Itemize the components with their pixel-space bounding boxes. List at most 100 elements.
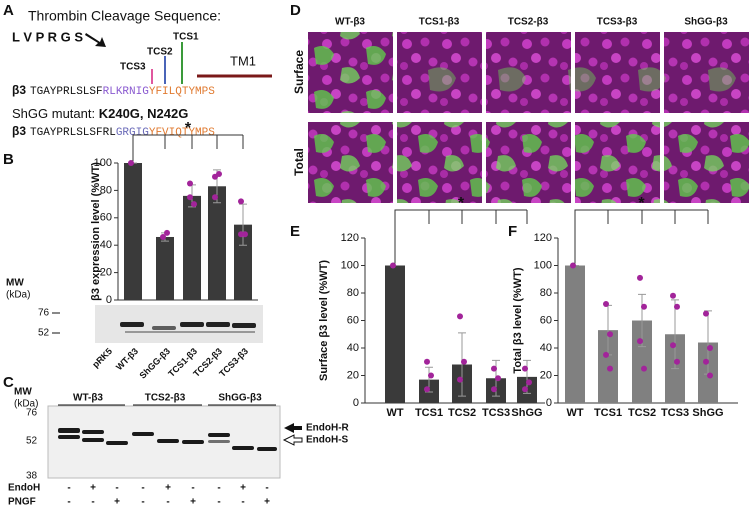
y-tick-label: 0 xyxy=(546,397,552,409)
x-tick-label: TCS3 xyxy=(482,407,510,419)
data-point xyxy=(641,303,647,310)
y-axis-label: Surface β3 level (%WT) xyxy=(318,260,330,381)
arrow-label: EndoH-S xyxy=(306,435,349,446)
error-bar xyxy=(458,332,466,397)
data-point xyxy=(212,194,218,201)
y-tick-label: 60 xyxy=(100,212,112,224)
sign: + xyxy=(264,497,270,508)
sign: - xyxy=(217,483,220,494)
site-label: TCS3 xyxy=(120,62,146,73)
x-tick-label: ShGG-β3 xyxy=(137,346,172,381)
data-point xyxy=(607,365,613,372)
y-tick-label: 100 xyxy=(534,259,552,271)
data-point xyxy=(637,338,643,345)
micrograph-signal xyxy=(486,122,571,203)
micrograph-signal xyxy=(575,32,660,113)
sign: - xyxy=(141,497,144,508)
sign: - xyxy=(141,483,144,494)
motif: L V P R G S xyxy=(12,29,83,44)
row-label: EndoH xyxy=(8,483,40,494)
y-tick-label: 120 xyxy=(341,232,359,244)
sign: + xyxy=(240,483,246,494)
panel-label: C xyxy=(3,374,14,391)
micrograph-signal xyxy=(664,32,749,113)
x-tick-label: ShGG xyxy=(511,407,542,419)
domain-label: TM1 xyxy=(230,53,256,68)
data-point xyxy=(603,301,609,307)
data-point xyxy=(707,372,713,379)
data-point xyxy=(570,262,576,269)
y-tick-label: 80 xyxy=(540,287,552,299)
y-tick-label: 20 xyxy=(100,267,112,279)
data-point xyxy=(424,386,430,393)
significance-bracket xyxy=(132,134,244,161)
mw-label: MW xyxy=(14,387,32,398)
data-point xyxy=(607,331,613,338)
data-point xyxy=(707,345,713,351)
x-tick-label: WT-β3 xyxy=(114,346,140,372)
data-point xyxy=(164,229,170,236)
micrograph-signal xyxy=(308,122,393,203)
y-tick-label: 40 xyxy=(100,239,112,251)
x-tick-label: WT xyxy=(386,407,403,419)
data-point xyxy=(424,358,430,365)
data-point xyxy=(238,231,244,238)
sign: - xyxy=(265,483,268,494)
sign: + xyxy=(114,497,120,508)
bar xyxy=(234,224,252,300)
bar xyxy=(565,265,585,403)
panel-label: D xyxy=(290,2,301,19)
mutant-title: ShGG mutant: K240G, N242G xyxy=(12,106,188,121)
data-point xyxy=(428,372,434,379)
data-point xyxy=(457,376,463,383)
data-point xyxy=(637,274,643,281)
bar xyxy=(124,163,142,300)
column-label: TCS1-β3 xyxy=(419,17,460,28)
sequence: TGAYPRLSLSFRLKRNIGYFILQTYMPS xyxy=(30,86,215,98)
arrow-label: EndoH-R xyxy=(306,423,350,434)
sign: - xyxy=(67,497,70,508)
a-title: Thrombin Cleavage Sequence: xyxy=(28,8,221,24)
mw-label: (kDa) xyxy=(6,290,30,301)
data-point xyxy=(603,351,609,358)
data-point xyxy=(674,358,680,365)
sign: - xyxy=(217,497,220,508)
x-tick-label: TCS1 xyxy=(594,407,622,419)
data-point xyxy=(670,292,676,299)
bands xyxy=(58,428,277,451)
data-point xyxy=(160,233,166,240)
column-label: WT-β3 xyxy=(335,17,365,28)
annotation: * xyxy=(185,120,192,137)
data-point xyxy=(641,365,647,372)
row-label: Surface xyxy=(292,50,306,94)
annotation: * xyxy=(458,195,465,212)
row-label: Total xyxy=(292,148,306,176)
data-point xyxy=(238,198,244,205)
sign: + xyxy=(90,483,96,494)
arrow xyxy=(85,33,106,47)
y-tick-label: 100 xyxy=(341,259,359,271)
data-point xyxy=(495,375,501,382)
x-tick-label: WT xyxy=(566,407,583,419)
data-point xyxy=(703,310,709,317)
x-tick-label: TCS3 xyxy=(661,407,689,419)
arrow xyxy=(282,434,303,446)
x-tick-label: ShGG xyxy=(692,407,723,419)
site-label: TCS2 xyxy=(147,47,173,58)
marker: 76 xyxy=(38,308,50,319)
data-point xyxy=(461,358,467,365)
marker: 52 xyxy=(26,436,38,447)
panel-label: F xyxy=(508,223,517,240)
bar xyxy=(183,195,201,300)
bands xyxy=(120,322,256,333)
data-point xyxy=(522,365,528,372)
sign: - xyxy=(115,483,118,494)
mw-label: (kDa) xyxy=(14,399,38,410)
row-label: PNGF xyxy=(8,497,36,508)
sign: - xyxy=(191,483,194,494)
micrograph-signal xyxy=(308,32,393,113)
y-tick-label: 0 xyxy=(106,294,112,306)
group-label: WT-β3 xyxy=(73,393,103,404)
y-tick-label: 80 xyxy=(347,287,359,299)
